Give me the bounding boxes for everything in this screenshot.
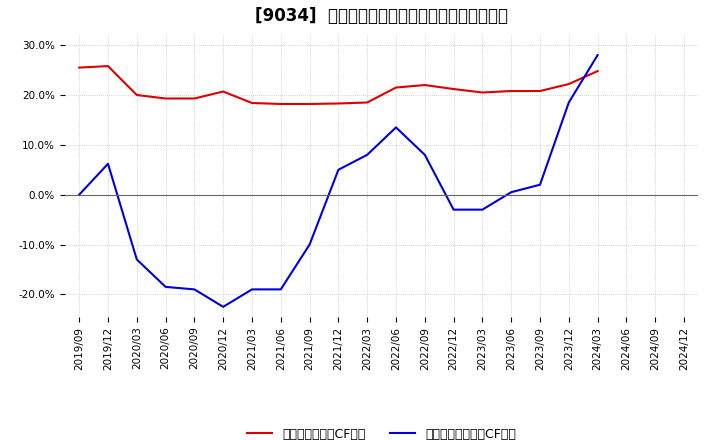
Line: 有利子負債営業CF比率: 有利子負債営業CF比率 bbox=[79, 66, 598, 104]
有利子負債フリーCF比率 bbox=[248, 287, 256, 292]
有利子負債フリーCF比率 bbox=[593, 52, 602, 58]
有利子負債フリーCF比率 bbox=[449, 207, 458, 212]
有利子負債フリーCF比率 bbox=[507, 190, 516, 195]
有利子負債営業CF比率 bbox=[104, 63, 112, 69]
有利子負債フリーCF比率 bbox=[305, 242, 314, 247]
Legend: 有利子負債営業CF比率, 有利子負債フリーCF比率: 有利子負債営業CF比率, 有利子負債フリーCF比率 bbox=[242, 423, 521, 440]
有利子負債営業CF比率 bbox=[276, 101, 285, 106]
有利子負債営業CF比率 bbox=[593, 69, 602, 74]
有利子負債営業CF比率 bbox=[161, 96, 170, 101]
有利子負債営業CF比率 bbox=[478, 90, 487, 95]
有利子負債フリーCF比率 bbox=[564, 100, 573, 105]
有利子負債フリーCF比率 bbox=[75, 192, 84, 197]
有利子負債営業CF比率 bbox=[507, 88, 516, 94]
Line: 有利子負債フリーCF比率: 有利子負債フリーCF比率 bbox=[79, 55, 598, 307]
有利子負債フリーCF比率 bbox=[276, 287, 285, 292]
有利子負債営業CF比率 bbox=[564, 81, 573, 87]
有利子負債フリーCF比率 bbox=[219, 304, 228, 309]
有利子負債営業CF比率 bbox=[536, 88, 544, 94]
Title: [9034]  有利子負債キャッシュフロー比率の推移: [9034] 有利子負債キャッシュフロー比率の推移 bbox=[255, 7, 508, 26]
有利子負債営業CF比率 bbox=[190, 96, 199, 101]
有利子負債営業CF比率 bbox=[305, 101, 314, 106]
有利子負債営業CF比率 bbox=[219, 89, 228, 94]
有利子負債フリーCF比率 bbox=[334, 167, 343, 172]
有利子負債営業CF比率 bbox=[363, 100, 372, 105]
有利子負債フリーCF比率 bbox=[478, 207, 487, 212]
有利子負債フリーCF比率 bbox=[132, 257, 141, 262]
有利子負債フリーCF比率 bbox=[392, 125, 400, 130]
有利子負債フリーCF比率 bbox=[161, 284, 170, 290]
有利子負債営業CF比率 bbox=[420, 82, 429, 88]
有利子負債営業CF比率 bbox=[75, 65, 84, 70]
有利子負債フリーCF比率 bbox=[420, 152, 429, 158]
有利子負債フリーCF比率 bbox=[363, 152, 372, 158]
有利子負債営業CF比率 bbox=[248, 100, 256, 106]
有利子負債フリーCF比率 bbox=[190, 287, 199, 292]
有利子負債フリーCF比率 bbox=[536, 182, 544, 187]
有利子負債営業CF比率 bbox=[449, 86, 458, 92]
有利子負債営業CF比率 bbox=[334, 101, 343, 106]
有利子負債営業CF比率 bbox=[392, 85, 400, 90]
有利子負債フリーCF比率 bbox=[104, 161, 112, 166]
有利子負債営業CF比率 bbox=[132, 92, 141, 98]
